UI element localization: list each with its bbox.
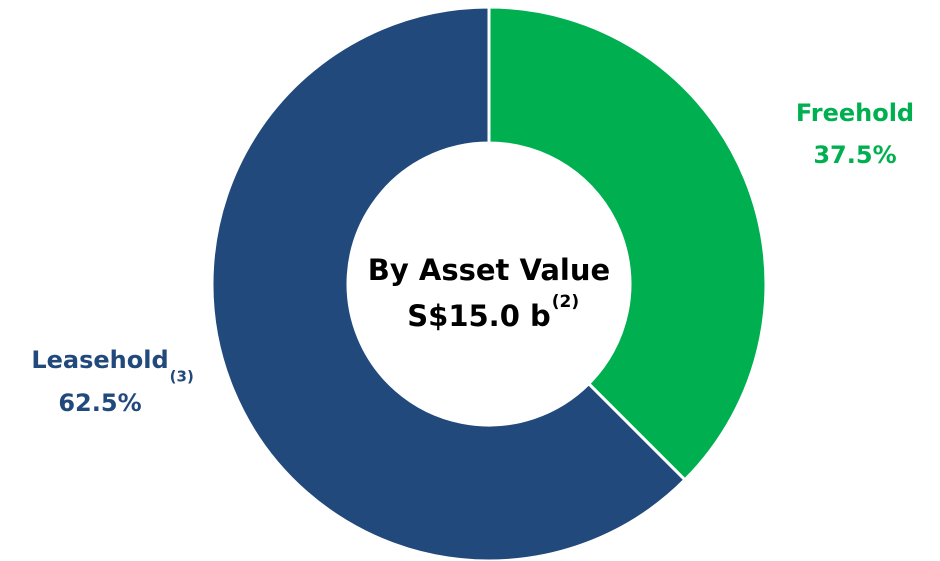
slice-value-label: 37.5% xyxy=(813,141,896,169)
slice-value-label: 62.5% xyxy=(58,389,141,417)
donut-slice xyxy=(487,5,768,482)
donut-slice xyxy=(210,5,687,561)
slice-label: Freehold xyxy=(796,99,914,127)
footnote: (3) xyxy=(170,368,194,386)
slice-label: Leasehold xyxy=(31,346,168,374)
center-value: S$15.0 b xyxy=(407,299,550,333)
center-footnote: (2) xyxy=(552,292,579,312)
center-title: By Asset Value xyxy=(368,253,610,287)
